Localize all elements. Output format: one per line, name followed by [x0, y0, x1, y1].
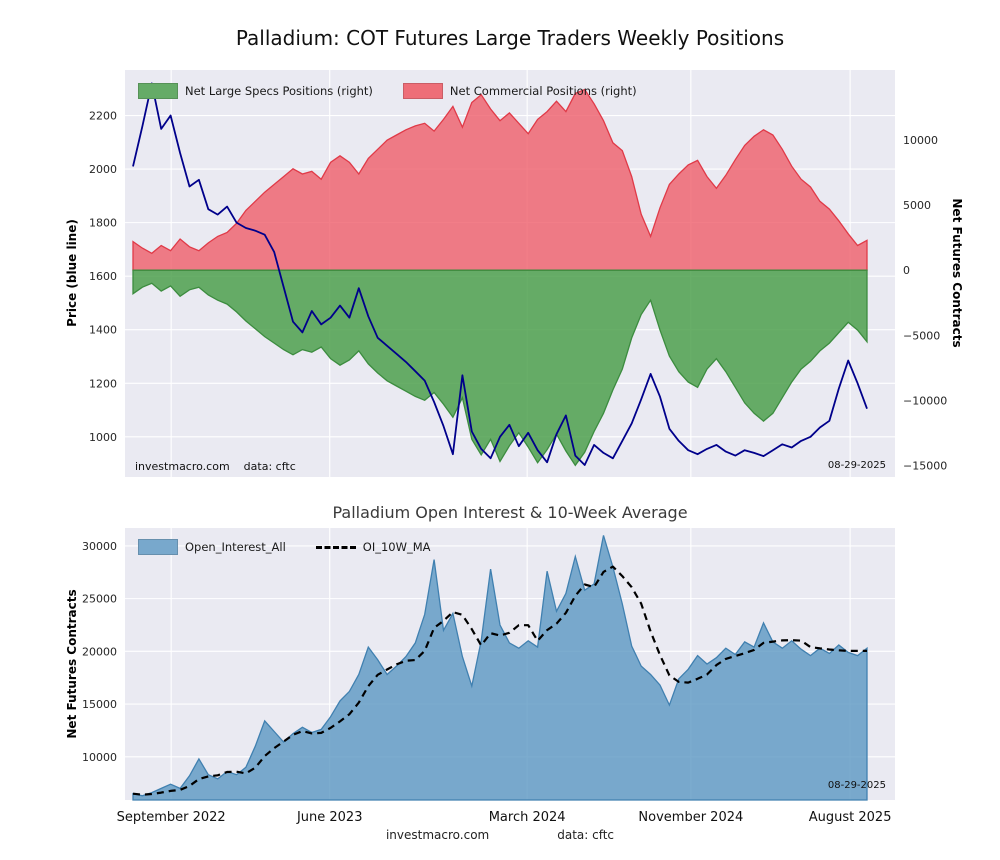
- series-net-commercial: [132, 88, 868, 271]
- legend-item-large-specs: Net Large Specs Positions (right): [138, 83, 373, 99]
- subchart-title: Palladium Open Interest & 10-Week Averag…: [332, 503, 688, 522]
- y-tick-label: 1600: [89, 270, 117, 283]
- x-tick-label: August 2025: [809, 810, 892, 825]
- watermark-top: investmacro.com data: cftc: [135, 460, 296, 473]
- y-tick-label: 1400: [89, 324, 117, 337]
- y-tick-label: 25000: [82, 593, 117, 606]
- legend-label-commercial: Net Commercial Positions (right): [449, 84, 637, 98]
- legend-item-oi-ma: OI_10W_MA: [315, 540, 431, 554]
- y-tick-label: 2000: [89, 163, 117, 176]
- legend-label-large-specs: Net Large Specs Positions (right): [185, 84, 373, 98]
- date-annotation-top: 08-29-2025: [827, 460, 886, 471]
- y2-tick-label: −5000: [903, 329, 940, 342]
- legend-bottom: Open_Interest_All OI_10W_MA: [138, 539, 431, 555]
- watermark-site: investmacro.com: [135, 460, 230, 473]
- y-tick-label: 1800: [89, 217, 117, 230]
- legend-item-commercial: Net Commercial Positions (right): [402, 83, 637, 99]
- y2-tick-label: 5000: [903, 199, 931, 212]
- date-annotation-bottom: 08-29-2025: [827, 780, 886, 791]
- x-tick-label: June 2023: [296, 810, 363, 825]
- left-axis-label-bottom: Net Futures Contracts: [65, 589, 79, 739]
- x-tick-label: November 2024: [638, 810, 743, 825]
- chart-title: Palladium: COT Futures Large Traders Wee…: [235, 26, 785, 50]
- large-specs-swatch: [138, 83, 178, 99]
- y-tick-label: 30000: [82, 540, 117, 553]
- series-price: [132, 82, 868, 466]
- footer-source: data: cftc: [557, 828, 615, 842]
- y2-tick-label: −15000: [903, 459, 947, 472]
- x-tick-label: March 2024: [489, 810, 566, 825]
- y-tick-label: 1000: [89, 431, 117, 444]
- watermark-source: data: cftc: [243, 460, 296, 473]
- y2-tick-label: 0: [903, 264, 910, 277]
- footer-site: investmacro.com: [385, 828, 490, 842]
- y-tick-label: 2200: [89, 110, 117, 123]
- y-tick-label: 15000: [82, 698, 117, 711]
- legend-label-oi-ma: OI_10W_MA: [362, 540, 431, 554]
- legend-item-open-interest: Open_Interest_All: [138, 539, 286, 555]
- commercial-swatch: [402, 83, 443, 99]
- figure-footer: investmacro.com data: cftc: [0, 828, 1000, 842]
- y-tick-label: 1200: [89, 377, 117, 390]
- open-interest-swatch: [138, 539, 178, 555]
- y-tick-label: 20000: [82, 645, 117, 658]
- right-axis-label-top: Net Futures Contracts: [950, 198, 964, 348]
- x-tick-label: September 2022: [117, 810, 226, 825]
- left-axis-label-top: Price (blue line): [65, 219, 79, 327]
- legend-top: Net Large Specs Positions (right) Net Co…: [138, 83, 637, 99]
- legend-label-open-interest: Open_Interest_All: [185, 540, 286, 554]
- dashed-line-sample: [315, 545, 356, 549]
- y2-tick-label: −10000: [903, 394, 947, 407]
- y2-tick-label: 10000: [903, 134, 938, 147]
- y-tick-label: 10000: [82, 751, 117, 764]
